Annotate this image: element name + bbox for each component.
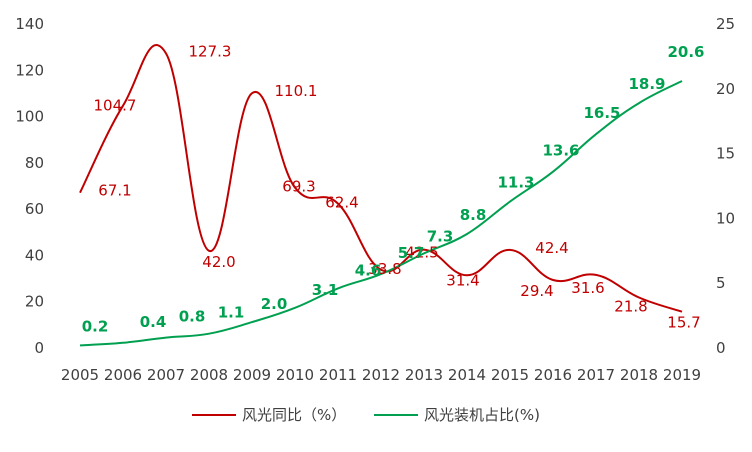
left-axis-tick-label: 140: [15, 15, 44, 33]
data-label-share: 3.1: [312, 281, 339, 299]
data-label-yoy: 42.0: [202, 253, 235, 271]
data-label-yoy: 42.4: [535, 239, 568, 257]
left-axis-tick-label: 120: [15, 61, 44, 79]
right-axis-tick-label: 25: [716, 15, 735, 33]
right-axis-tick-label: 10: [716, 209, 735, 227]
data-label-share: 0.2: [82, 317, 109, 335]
right-axis-tick-label: 0: [716, 339, 726, 357]
data-label-share: 11.3: [497, 174, 534, 192]
data-labels: 67.1 104.7 127.3 42.0 110.1 69.3 62.4 33.842.5 3…: [82, 42, 705, 335]
data-label-yoy: 62.4: [325, 194, 358, 212]
left-axis-tick-label: 60: [25, 200, 44, 218]
series-lines: [79, 44, 683, 347]
data-label-share: 1.1: [218, 304, 245, 322]
left-axis-tick-label: 100: [15, 108, 44, 126]
data-label-yoy: 31.4: [446, 271, 479, 289]
legend-label-yoy: 风光同比（%）: [242, 406, 346, 424]
x-axis-tick-label: 2013: [405, 366, 443, 384]
legend: 风光同比（%） 风光装机占比(%): [192, 406, 540, 424]
x-axis-tick-label: 2016: [534, 366, 572, 384]
legend-label-share: 风光装机占比(%): [424, 406, 540, 424]
left-axis-tick-label: 0: [34, 339, 44, 357]
data-label-share: 13.6: [542, 142, 579, 160]
right-axis-tick-label: 15: [716, 145, 735, 163]
data-label-yoy: 15.7: [667, 314, 700, 332]
left-axis-tick-label: 40: [25, 246, 44, 264]
data-label-yoy: 33.8: [368, 260, 401, 278]
data-label-share: 0.8: [179, 308, 206, 326]
left-axis-tick-label: 20: [25, 293, 44, 311]
data-label-share: 18.9: [628, 75, 665, 93]
x-axis-tick-label: 2011: [319, 366, 357, 384]
right-axis-tick-label: 20: [716, 80, 735, 98]
data-label-yoy: 67.1: [98, 182, 131, 200]
x-axis-tick-label: 2014: [448, 366, 486, 384]
data-label-share: 5.7: [398, 244, 425, 262]
x-axis-tick-label: 2010: [276, 366, 314, 384]
data-label-share: 8.8: [460, 206, 487, 224]
data-label-yoy: 69.3: [282, 178, 315, 196]
data-label-yoy: 127.3: [189, 42, 232, 60]
data-label-yoy: 104.7: [94, 97, 137, 115]
data-label-yoy: 21.8: [614, 298, 647, 316]
x-axis-tick-label: 2006: [104, 366, 142, 384]
x-axis-tick-label: 2017: [577, 366, 615, 384]
x-axis-tick-label: 2009: [233, 366, 271, 384]
x-axis: 2005 2006 2007 2008 2009 2010 2011 2012 2013 2014…: [61, 366, 701, 384]
series-line-share: [79, 80, 683, 347]
data-label-share: 20.6: [667, 43, 704, 61]
data-label-share: 7.3: [427, 227, 454, 245]
data-label-share: 16.5: [583, 104, 620, 122]
data-label-yoy: 110.1: [275, 82, 318, 100]
right-axis-tick-label: 5: [716, 274, 726, 292]
x-axis-tick-label: 2012: [362, 366, 400, 384]
data-label-share: 2.0: [261, 295, 288, 313]
data-label-yoy: 29.4: [520, 282, 553, 300]
data-label-yoy: 31.6: [571, 279, 604, 297]
left-axis: 0 20 40 60 80 100 120 140: [15, 15, 44, 357]
series-line-yoy: [79, 44, 683, 313]
x-axis-tick-label: 2019: [663, 366, 701, 384]
right-axis: 0 5 10 15 20 25: [716, 15, 735, 357]
x-axis-tick-label: 2005: [61, 366, 99, 384]
x-axis-tick-label: 2018: [620, 366, 658, 384]
data-label-share: 0.4: [140, 313, 167, 331]
left-axis-tick-label: 80: [25, 154, 44, 172]
x-axis-tick-label: 2007: [147, 366, 185, 384]
x-axis-tick-label: 2008: [190, 366, 228, 384]
x-axis-tick-label: 2015: [491, 366, 529, 384]
data-label-share: 4.6: [355, 261, 382, 279]
data-label-yoy: 42.5: [405, 244, 438, 262]
